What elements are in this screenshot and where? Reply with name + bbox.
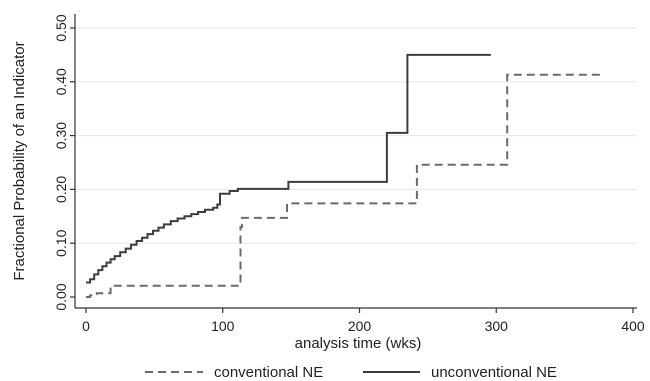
ticks: 0.00 0.10 0.20 0.30 0.40 0.50 0 100 200 300 400 [53, 14, 645, 334]
grid [75, 27, 637, 244]
series-line-0 [86, 73, 602, 298]
y-tick-label: 0.10 [53, 229, 69, 256]
legend-label: conventional NE [214, 364, 323, 381]
x-axis-title: analysis time (wks) [295, 335, 422, 352]
series-line-1 [86, 53, 491, 284]
x-tick-label: 400 [621, 318, 645, 334]
y-tick-label: 0.50 [53, 14, 69, 41]
x-tick-label: 100 [211, 318, 235, 334]
y-axis-title: Fractional Probability of an Indicator [11, 41, 28, 280]
series [86, 53, 602, 298]
legend: conventional NE unconventional NE [145, 364, 557, 381]
x-tick-label: 0 [82, 318, 90, 334]
y-tick-label: 0.40 [53, 68, 69, 95]
x-tick-label: 300 [485, 318, 509, 334]
x-tick-label: 200 [348, 318, 372, 334]
axes [74, 14, 637, 309]
y-tick-label: 0.00 [53, 283, 69, 310]
y-tick-label: 0.30 [53, 122, 69, 149]
y-tick-label: 0.20 [53, 176, 69, 203]
legend-label: unconventional NE [431, 364, 557, 381]
